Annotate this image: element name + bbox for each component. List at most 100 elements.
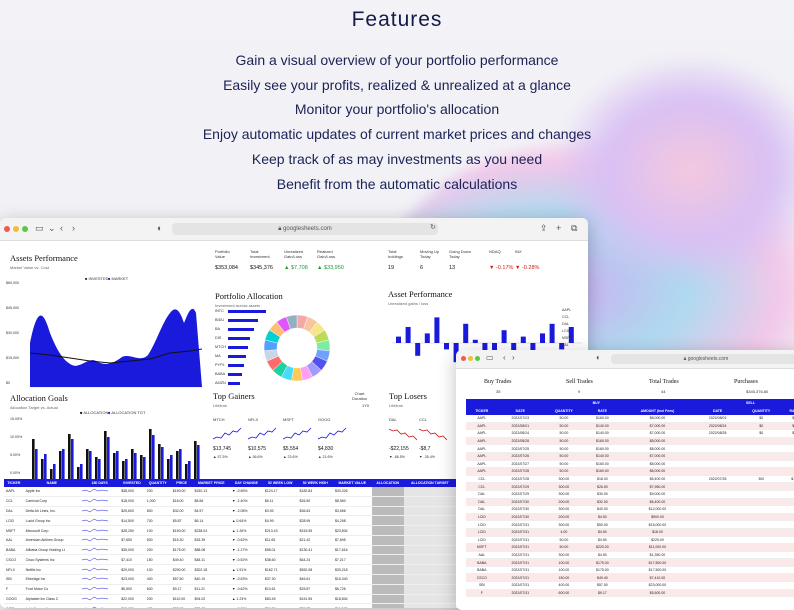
table-row[interactable]: SBI Ebbridge Inc $23,000 400 $57.50 $40.10 ▼ -… [4,574,456,585]
zoom-dot-icon[interactable] [475,356,480,361]
table-row[interactable]: AAPL 2022/07/25 50.00 $160.00 $8,000.00 [466,444,794,453]
address-bar[interactable]: 🔒︎ googlesheets.com [611,354,794,364]
column-header[interactable]: ALLOCATION TARGET [403,479,456,487]
sparkline [81,508,109,513]
table-row[interactable]: LCID 2022/07/30 200.00 $4.50 $900.00 [466,513,794,522]
table-row[interactable]: AAPL 2022/07/23 50.00 $160.00 $8,000.00 2022/… [466,415,794,423]
new-tab-icon[interactable]: + [556,223,562,233]
back-icon[interactable]: ‹ [503,353,506,362]
sidebar-icon[interactable]: ▭ [486,353,494,362]
forward-icon[interactable]: › [72,223,75,233]
table-row[interactable]: CSCO 2022/07/31 150.00 $49.40 $7,410.00 [466,573,794,583]
column-header[interactable]: TICKER [466,407,498,415]
column-header[interactable]: ALLOCATION [371,479,404,487]
table-row[interactable]: AAPL 2022/08/28 50.00 $160.00 $8,000.00 [466,437,794,446]
table-row[interactable]: LCID 2022/07/31 50.00 $4.50 $225.00 [466,536,794,545]
column-header[interactable]: 180 DAYS [80,479,120,487]
table-row[interactable]: LCID 2022/07/31 4.00 $4.50 $18.00 [466,528,794,537]
address-bar[interactable]: 🔒︎ googlesheets.com [172,223,438,235]
chart-duration-select[interactable]: 1Y0 [362,403,370,408]
table-row[interactable]: DAL 2022/07/29 300.00 $30.00 $9,000.00 [466,490,794,499]
table-row[interactable]: AAPL 2022/07/27 50.00 $160.00 $8,000.00 [466,460,794,469]
table-row[interactable]: AAPL 2022/07/26 50.00 $140.00 $7,000.00 [466,452,794,461]
table-row[interactable]: INTCIntel Corporation $13,180400$32.95$28… [4,603,456,608]
table-cell [371,584,404,595]
table-cell: $49.40 [170,554,193,566]
table-row[interactable]: AAPL 2022/08/01 50.00 $140.00 $7,000.00 2022/… [466,422,794,431]
table-row[interactable]: AAPL 2022/08/24 50.00 $140.00 $7,000.00 2022/… [466,429,794,438]
table-cell [371,496,404,507]
column-header[interactable]: MARKET PRICE [192,479,230,487]
table-row[interactable]: MSFT Microsoft Corp $28,250 100 $150.00 $238.… [4,525,456,536]
table-row[interactable]: DAL 2022/07/30 300.00 $40.00 $12,000.00 [466,505,794,514]
table-row[interactable]: AAPL Apple Inc $38,000 200 $150.00 $150.13 ▼ -… [4,487,456,497]
column-header[interactable]: MARKET VALUE [332,479,372,487]
column-header[interactable]: RATE [584,407,620,415]
table-cell [694,543,741,552]
table-row[interactable]: DAL 2022/07/30 200.00 $32.00 $6,400.00 [466,498,794,507]
table-cell: Delta Air Lines, Inc. [23,506,81,517]
summary-value: 35 [496,389,501,394]
table-row[interactable]: MSFT 2022/07/31 50.00 $220.00 $11,000.00 [466,543,794,552]
table-row[interactable]: BABA 2022/07/31 100.00 $175.00 $17,500.00 [466,566,794,575]
asset-gain-bar [540,333,545,343]
zoom-dot-icon[interactable] [22,226,28,232]
column-header[interactable]: DAY CHANGE [229,479,263,487]
table-cell [740,482,783,491]
table-cell [740,558,783,567]
close-dot-icon[interactable] [461,356,466,361]
table-cell: DAL [466,505,498,514]
allocation-bar-label: INTC [215,309,224,313]
table-cell [403,584,456,595]
column-header[interactable]: AMOUNT (Incl Fees) [619,407,695,415]
table-row[interactable]: CCL 2022/07/28 300.00 $18.00 $5,400.00 2022/0… [466,475,794,484]
table-cell [782,490,794,499]
column-header[interactable]: NAME [23,479,81,487]
column-header[interactable]: TICKER [4,479,24,487]
forward-icon[interactable]: › [512,353,515,362]
table-row[interactable]: AAL 2022/07/31 300.00 $4.50 $1,350.00 [466,551,794,560]
table-row[interactable]: CCL 2022/07/29 300.00 $26.50 $7,950.00 [466,482,794,491]
column-header[interactable]: QUANTITY [144,479,171,487]
column-header[interactable]: PRICE [170,479,193,487]
column-header[interactable]: DATE [694,407,741,415]
table-row[interactable]: SBI 2022/07/31 400.00 $57.50 $23,000.00 [466,581,794,590]
sidebar-icon[interactable]: ▭ [35,223,44,233]
table-cell: NFLX [4,564,24,576]
table-cell: $6.14 [192,515,230,527]
allocation-target-bar [134,453,137,479]
reload-icon[interactable]: ↻ [430,224,436,231]
close-dot-icon[interactable] [4,226,10,232]
share-icon[interactable]: ⇪ [540,223,548,233]
column-header[interactable]: INVESTED [119,479,145,487]
tabs-overview-icon[interactable]: ⧉ [571,223,578,233]
chevron-down-icon[interactable]: ⌄ [48,223,56,233]
table-cell: $15.39 [192,535,230,546]
column-header[interactable]: DATE [497,407,543,415]
table-row[interactable]: CCL Carnival Corp $18,000 1,000 $18.00 $8.56 ▼… [4,496,456,507]
table-row[interactable]: LCID 2022/07/31 300.00 $50.00 $15,000.00 [466,520,794,529]
back-icon[interactable]: ‹ [60,223,63,233]
table-row[interactable]: BABA 2022/07/31 100.00 $175.00 $17,500.00 [466,558,794,567]
column-header[interactable]: QUANTITY [542,407,585,415]
minimize-dot-icon[interactable] [13,226,19,232]
minimize-dot-icon[interactable] [468,356,473,361]
table-row[interactable]: BABA Alibaba Group Holding Lt $35,000 200 $1… [4,545,456,556]
table-row[interactable]: AAL American Airlines Group $7,650 500 $15.3… [4,535,456,546]
table-cell: $3,656 [332,506,372,517]
column-header[interactable]: 52 WEEK LOW [262,479,298,487]
table-row[interactable]: LCID Lucid Group Inc $14,500 700 $5.87 $6.14 ▲… [4,515,456,527]
table-cell: 800 [144,506,171,517]
table-cell [740,566,783,575]
table-row[interactable]: CSCO Cisco Systems Inc $7,410 150 $49.40 $48.… [4,554,456,566]
table-cell: $10.61 [262,584,298,595]
table-row[interactable]: DAL Delta Air Lines, Inc. $25,600 800 $32.00… [4,506,456,517]
table-row[interactable]: F Ford Motor Co $5,500 600 $9.17 $11.21 ▼ -0.6… [4,584,456,595]
table-row[interactable]: NFLX Netflix Inc $29,000 100 $290.00 $302.18 ▲… [4,564,456,576]
table-cell: $160.00 [584,460,620,469]
column-header[interactable]: RATE [782,407,794,415]
column-header[interactable]: QUANTITY [740,407,783,415]
table-row[interactable]: AAPL 2022/07/28 50.00 $160.00 $8,000.00 [466,467,794,476]
column-header[interactable]: 52 WEEK HIGH [297,479,333,487]
table-cell: CCL [4,496,24,507]
